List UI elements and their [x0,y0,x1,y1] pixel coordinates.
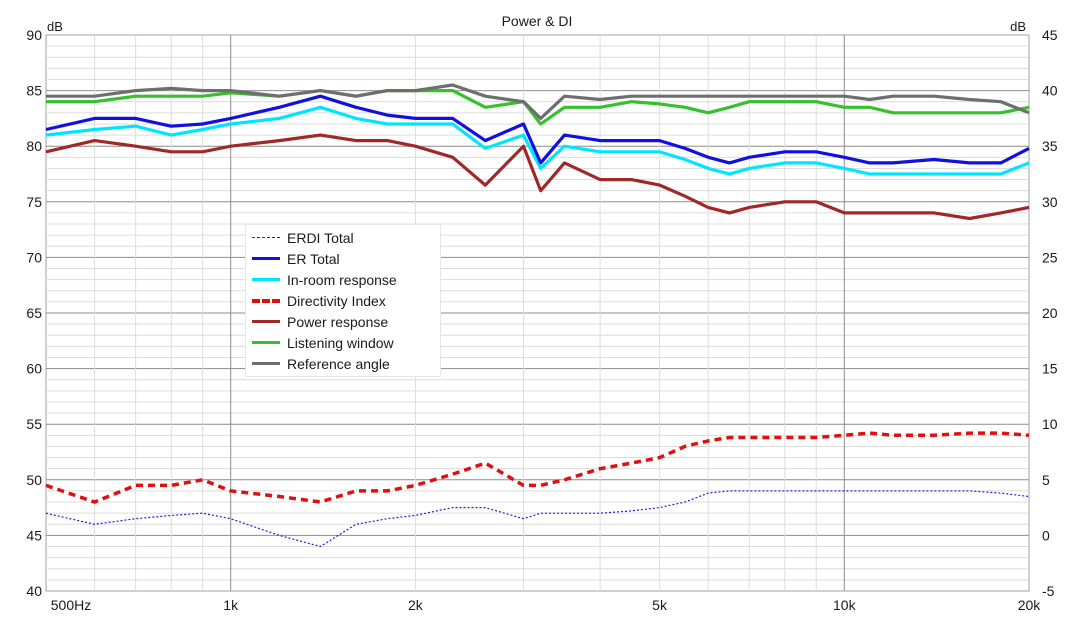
legend-entry: ERDI Total [252,227,434,248]
left-tick-label: 50 [26,472,42,488]
left-tick-label: 55 [26,416,42,432]
series-line-power-response [45,133,1030,221]
series-line-reference-angle [46,83,1030,121]
left-tick-label: 65 [26,305,42,321]
legend-label: Listening window [287,334,394,351]
left-tick-label: 45 [26,527,42,543]
left-tick-label: 60 [26,361,42,377]
chart-title: Power & DI [502,13,573,29]
series-line-erdi-total [45,490,1030,548]
right-tick-label: 15 [1042,361,1058,377]
x-tick-label: 1k [223,597,239,613]
chart-legend: ERDI Total ER Total In-room response Direct… [245,224,441,377]
left-tick-label: 80 [26,138,42,154]
legend-label: Reference angle [287,355,390,372]
right-tick-label: 25 [1042,249,1058,265]
legend-entry: In-room response [252,269,434,290]
x-tick-label: 10k [833,597,857,613]
right-axis-unit-label: dB [1010,19,1026,34]
legend-swatch [252,257,280,260]
left-tick-label: 90 [26,27,42,43]
right-tick-label: 0 [1042,527,1050,543]
series-line-listening-window [46,88,1030,126]
right-tick-label: 45 [1042,27,1058,43]
legend-label: In-room response [287,271,397,288]
legend-swatch [252,320,280,323]
right-tick-label: 30 [1042,194,1058,210]
series-line-directivity-index [45,431,1030,504]
legend-entry: Listening window [252,332,434,353]
series-lines [45,83,1030,548]
grid [46,35,1029,591]
series-line-er-total [45,94,1030,165]
right-tick-label: 20 [1042,305,1058,321]
right-tick-label: 35 [1042,138,1058,154]
left-tick-label: 75 [26,194,42,210]
right-tick-label: 5 [1042,472,1050,488]
left-tick-label: 40 [26,583,42,599]
legend-swatch [252,362,280,365]
right-tick-label: -5 [1042,583,1055,599]
legend-label: Directivity Index [287,292,386,309]
legend-label: ER Total [287,250,340,267]
legend-swatch [252,278,280,281]
x-tick-label: 2k [408,597,424,613]
legend-swatch [252,298,280,303]
legend-swatch [252,237,280,238]
tick-labels: 40 45 50 55 60 65 70 75 80 85 90 -5 0 5 10 15 20 25 30 35 40… [26,27,1057,613]
left-tick-label: 70 [26,249,42,265]
legend-entry: Directivity Index [252,290,434,311]
left-tick-label: 85 [26,83,42,99]
x-tick-label: 5k [652,597,668,613]
legend-entry: ER Total [252,248,434,269]
legend-swatch [252,341,280,344]
series-line-in-room-response [45,105,1030,176]
left-axis-unit-label: dB [47,19,63,34]
legend-entry: Power response [252,311,434,332]
right-tick-label: 10 [1042,416,1058,432]
x-tick-label: 20k [1018,597,1042,613]
legend-label: Power response [287,313,389,330]
legend-entry: Reference angle [252,353,434,374]
x-tick-label: 500Hz [51,597,91,613]
right-tick-label: 40 [1042,83,1058,99]
legend-label: ERDI Total [287,229,354,246]
